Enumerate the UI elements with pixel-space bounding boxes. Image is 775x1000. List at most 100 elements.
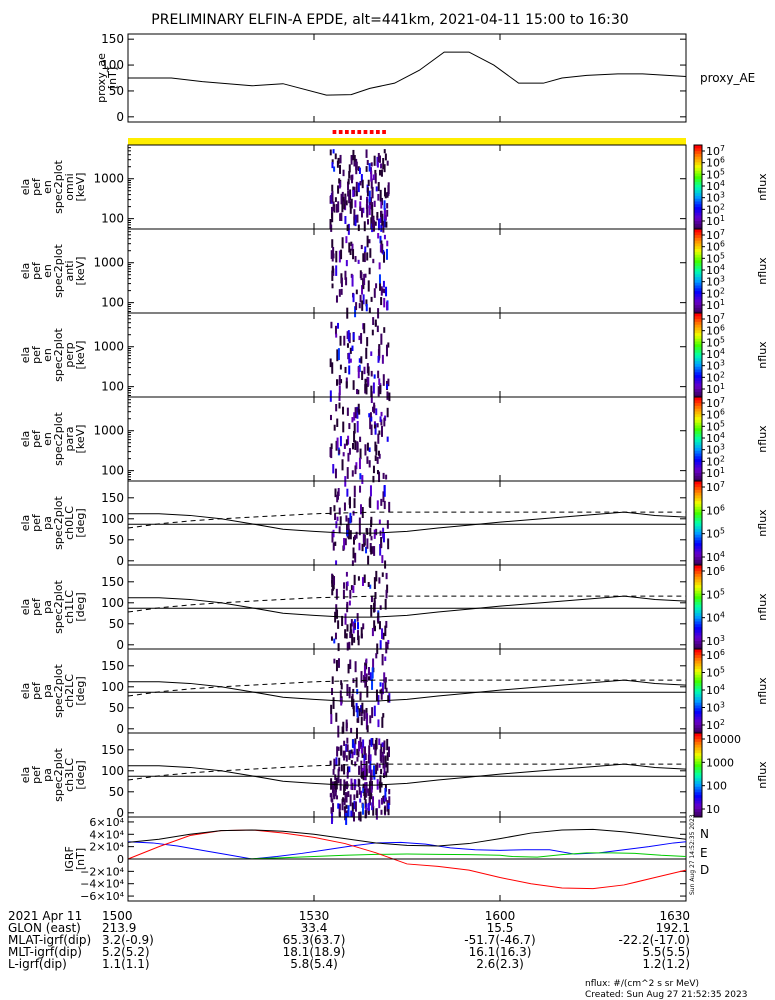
spectrogram-pixel: [352, 688, 355, 694]
spectrogram-pixel: [329, 149, 332, 156]
panel-10-ytick-label-1: −4×10⁴: [80, 878, 124, 891]
panel-6-colorbar-cell: [694, 548, 702, 552]
panel-9-frame: [127, 732, 687, 818]
panel-6-ylabel-3: spec2plot: [52, 496, 65, 550]
panel-8-colorbar-cell: [694, 727, 702, 731]
spectrogram-pixel: [362, 623, 365, 630]
panel-6-colorbar-cell: [694, 542, 702, 546]
spectrogram-pixel: [387, 807, 390, 816]
panel-9-colorbar-cell: [694, 786, 702, 790]
panel-4-ylabel-5: [keV]: [74, 341, 87, 370]
panel-8-colorbar-cell: [694, 705, 702, 709]
panel-2-colorbar-label-4: 105: [706, 167, 725, 181]
burst-mark-2: [345, 130, 349, 134]
spectrogram-pixel: [386, 160, 389, 166]
spectrogram-pixel: [335, 204, 338, 213]
spectrogram-pixel: [365, 299, 368, 307]
panel-5-frame: [127, 396, 687, 482]
spectrogram-pixel: [373, 625, 376, 632]
spectrogram-pixel: [371, 223, 374, 233]
spectrogram-pixel: [340, 288, 343, 295]
spectrogram-pixel: [357, 630, 360, 641]
panel-5-colorbar-cell: [694, 450, 702, 454]
panel-2-colorbar-cell: [694, 201, 702, 205]
spectrogram-pixel: [338, 507, 341, 515]
spectrogram-pixel: [374, 173, 377, 184]
spectrogram-pixel: [330, 807, 333, 814]
panel-9-colorbar-cell: [694, 775, 702, 779]
spectrogram-pixel: [387, 802, 390, 810]
panel-5-colorbar-cell: [694, 464, 702, 468]
spectrogram-pixel: [357, 166, 360, 171]
panel-4-ylabel-2: en: [41, 348, 54, 362]
panel-2-ytick-label-0: 100: [101, 212, 124, 226]
panel-8-colorbar-cell: [694, 699, 702, 703]
spectrogram-pixel: [352, 698, 355, 710]
panel-4-colorbar-cell: [694, 366, 702, 370]
panel-9-ylabel-3: spec2plot: [52, 748, 65, 802]
spectrogram-pixel: [378, 378, 381, 386]
spectrogram-pixel: [363, 534, 366, 546]
spectrogram-pixel: [369, 672, 372, 681]
panel-4-colorbar-cell: [694, 355, 702, 359]
panel-6-colorbar-cell: [694, 495, 702, 499]
panel-2-colorbar-cell: [694, 173, 702, 177]
spectrogram-pixel: [354, 801, 357, 812]
panel-4-colorbar-cell: [694, 341, 702, 345]
panel-8-frame: [127, 648, 687, 734]
spectrogram-pixel: [386, 642, 389, 650]
panel-6-ylabel-1: pef: [30, 513, 43, 532]
spectrogram-pixel: [344, 629, 347, 639]
spectrogram-pixel: [368, 163, 371, 172]
spectrogram-pixel: [329, 218, 332, 229]
spectrogram-pixel: [338, 180, 341, 189]
panel-0-frame: [127, 33, 687, 123]
spectrogram-pixel: [369, 417, 372, 430]
spectrogram-pixel: [381, 797, 384, 805]
panel-3-colorbar-cell: [694, 245, 702, 250]
spectrogram-pixel: [350, 198, 353, 209]
spectrogram-pixel: [366, 685, 369, 698]
spectrogram-pixel: [357, 389, 360, 395]
panel-0-ytick-label-0: 0: [116, 110, 124, 124]
spectrogram-pixel: [360, 272, 363, 281]
spectrogram-pixel: [346, 581, 349, 587]
spectrogram-pixel: [362, 253, 365, 262]
orbit-cell-3-3: 5.5(5.5): [642, 945, 690, 959]
spectrogram-pixel: [357, 367, 360, 379]
spectrogram-pixel: [378, 738, 381, 746]
spectrogram-pixel: [354, 761, 357, 767]
spectrogram-pixel: [378, 577, 381, 584]
spectrogram-pixel: [332, 803, 335, 813]
spectrogram-pixel: [369, 196, 372, 209]
spectrogram-pixel: [352, 149, 355, 161]
spectrogram-pixel: [340, 683, 343, 690]
spectrogram-pixel: [330, 704, 333, 715]
spectrogram-pixel: [346, 810, 349, 817]
panel-8-colorbar-cell: [694, 651, 702, 656]
spectrogram-pixel: [370, 785, 373, 793]
panel-6-dashed-line: [127, 511, 686, 529]
spectrogram-pixel: [339, 690, 342, 702]
spectrogram-pixel: [363, 574, 366, 583]
panel-3-colorbar-label-3: 104: [706, 263, 725, 277]
panel-8-colorbar-cell: [694, 716, 702, 720]
figure-title: PRELIMINARY ELFIN-A EPDE, alt=441km, 202…: [151, 12, 628, 28]
spectrogram-pixel: [344, 808, 347, 818]
spectrogram-pixel: [369, 754, 372, 762]
spectrogram-pixel: [346, 224, 349, 232]
panel-5-colorbar-cell: [694, 422, 702, 426]
spectrogram-pixel: [383, 763, 386, 776]
spectrogram-pixel: [334, 541, 337, 546]
spectrogram-pixel: [359, 206, 362, 211]
panel-7-colorbar-cell: [694, 623, 702, 628]
spectrogram-pixel: [368, 676, 371, 681]
spectrogram-pixel: [337, 620, 340, 629]
panel-5-colorbar-label-6: 107: [706, 396, 725, 410]
spectrogram-pixel: [337, 322, 340, 329]
spectrogram-pixel: [378, 155, 381, 163]
spectrogram-pixel: [355, 302, 358, 311]
spectrogram-pixel: [354, 535, 357, 540]
spectrogram-pixel: [372, 658, 375, 670]
panel-6-ytick-label-0: 0: [116, 554, 124, 568]
